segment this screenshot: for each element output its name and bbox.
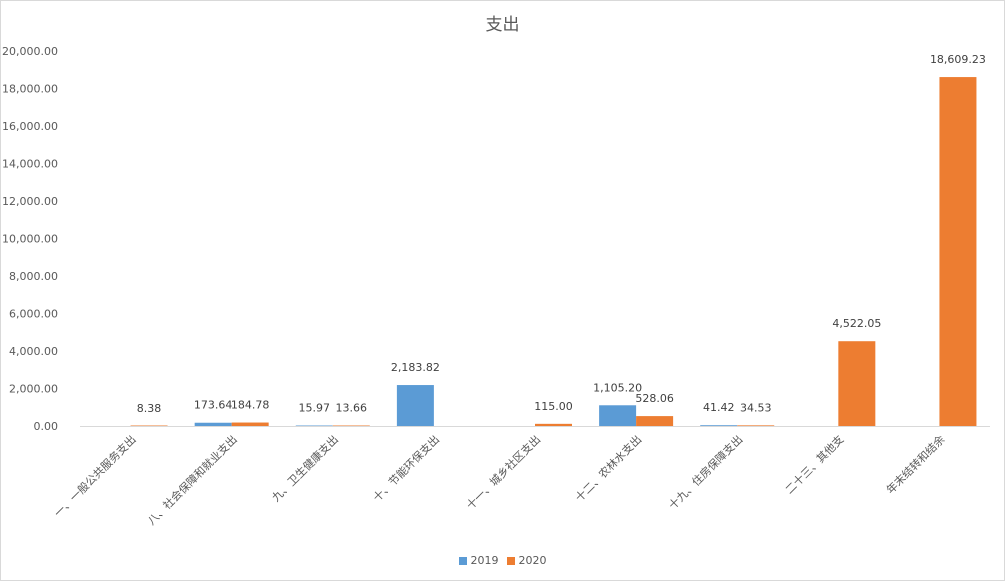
y-axis-tick-labels: 0.00 2,000.00 4,000.00 6,000.00 8,000.00 10,0… <box>2 45 58 433</box>
y-tick-label: 20,000.00 <box>2 45 58 58</box>
y-tick-label: 8,000.00 <box>9 270 58 283</box>
bar-2019-3 <box>396 385 434 426</box>
x-tick-label-6: 十九、住房保障支出 <box>665 432 745 512</box>
legend-label-2020: 2020 <box>518 554 547 567</box>
data-label-2020-4: 115.00 <box>534 400 573 413</box>
legend-swatch-2019 <box>458 556 467 565</box>
x-tick-label-1: 八、社会保障和就业支出 <box>144 432 239 527</box>
y-tick-label: 10,000.00 <box>2 233 58 246</box>
x-tick-label-3: 十、节能环保支出 <box>370 432 442 504</box>
y-tick-label: 0.00 <box>34 420 59 433</box>
bar-2020-6 <box>737 425 775 426</box>
x-tick-label-7: 二十三、其他支 <box>782 432 846 496</box>
data-label-2020-2: 13.66 <box>336 402 368 415</box>
legend-label-2019: 2019 <box>470 554 499 567</box>
legend: 2019 2020 <box>0 554 1005 567</box>
data-label-2020-0: 8.38 <box>137 402 162 415</box>
bar-2020-0 <box>130 425 168 426</box>
x-tick-label-5: 十二、农林水支出 <box>572 432 644 504</box>
bar-2020-8 <box>939 77 977 426</box>
data-label-2020-8: 18,609.23 <box>930 53 986 66</box>
data-label-2019-3: 2,183.82 <box>391 361 440 374</box>
bar-series-group <box>130 77 977 426</box>
x-tick-label-0: 一、一般公共服务支出 <box>51 432 139 520</box>
y-tick-label: 2,000.00 <box>9 383 58 396</box>
data-label-2020-7: 4,522.05 <box>832 317 881 330</box>
legend-swatch-2020 <box>506 556 515 565</box>
y-tick-label: 14,000.00 <box>2 158 58 171</box>
data-label-2020-1: 184.78 <box>231 399 270 412</box>
x-tick-label-4: 十一、城乡社区支出 <box>463 432 543 512</box>
y-tick-label: 12,000.00 <box>2 195 58 208</box>
bar-2020-2 <box>332 425 370 426</box>
y-tick-label: 18,000.00 <box>2 83 58 96</box>
data-label-2019-5: 1,105.20 <box>593 381 642 394</box>
data-label-2020-5: 528.06 <box>635 392 674 405</box>
bar-2020-5 <box>636 416 674 426</box>
bar-2020-1 <box>231 422 269 426</box>
data-label-2020-6: 34.53 <box>740 401 772 414</box>
data-label-2019-1: 173.64 <box>194 399 233 412</box>
chart-title: 支出 <box>485 15 520 35</box>
bar-2019-6 <box>700 425 738 426</box>
data-label-2019-6: 41.42 <box>703 401 735 414</box>
x-tick-label-2: 九、卫生健康支出 <box>269 432 341 504</box>
bar-2020-4 <box>535 423 572 426</box>
bar-2019-2 <box>295 425 333 426</box>
x-tick-label-8: 年末结转和结余 <box>883 432 947 496</box>
bar-2020-7 <box>838 341 876 426</box>
bar-2019-1 <box>194 422 232 426</box>
y-tick-label: 4,000.00 <box>9 345 58 358</box>
bar-2019-5 <box>599 405 637 426</box>
legend-item-2020: 2020 <box>506 554 547 567</box>
x-axis-tick-labels: 一、一般公共服务支出 八、社会保障和就业支出 九、卫生健康支出 十、节能环保支出 十一、… <box>51 432 948 527</box>
y-tick-label: 6,000.00 <box>9 308 58 321</box>
data-label-2019-2: 15.97 <box>299 402 331 415</box>
y-tick-label: 16,000.00 <box>2 120 58 133</box>
legend-item-2019: 2019 <box>458 554 499 567</box>
